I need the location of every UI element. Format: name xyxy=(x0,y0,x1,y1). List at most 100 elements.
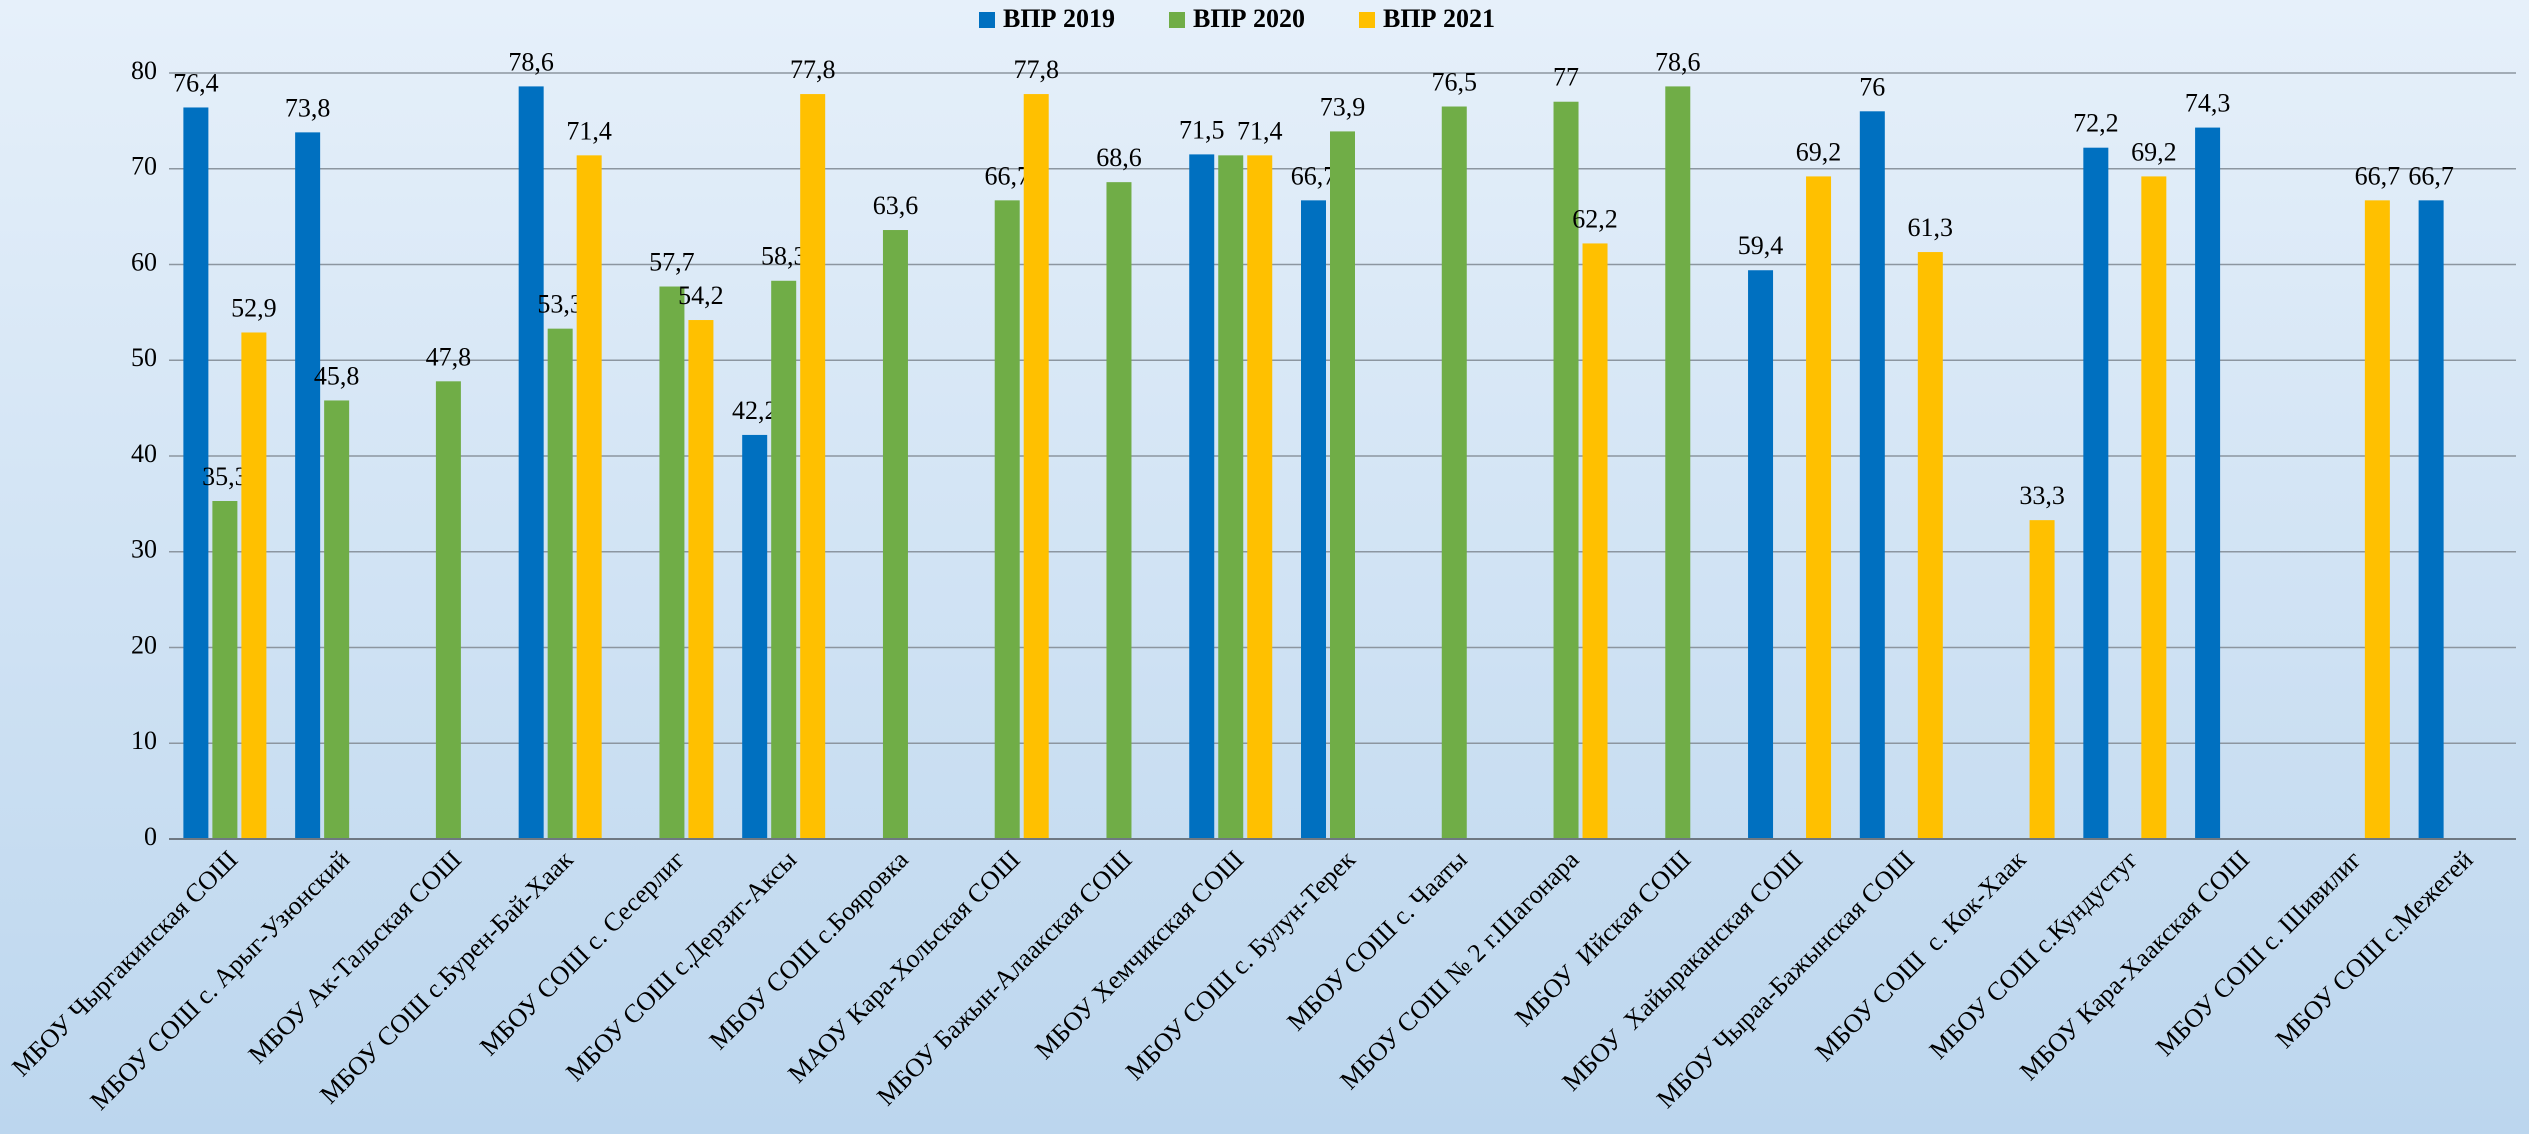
x-tick-label: МБОУ Хайыраканская СОШ xyxy=(1557,845,1808,1096)
data-label: 69,2 xyxy=(2131,137,2177,166)
x-tick-label: МБОУ СОШ с. Шивилиг xyxy=(2150,845,2367,1062)
bar xyxy=(1247,155,1273,840)
data-label: 58,3 xyxy=(761,242,807,271)
data-label: 68,6 xyxy=(1096,143,1142,172)
data-label: 71,4 xyxy=(1237,116,1283,145)
data-label: 42,2 xyxy=(732,396,778,425)
x-tick-label: МБОУ Хемчикская СОШ xyxy=(1029,845,1249,1065)
bar xyxy=(183,107,209,840)
x-tick-label: МБОУ Чыргакинская СОШ xyxy=(6,845,243,1082)
data-label: 33,3 xyxy=(2019,481,2065,510)
bar xyxy=(212,501,238,839)
legend-swatch xyxy=(1169,12,1185,28)
x-tick-label: МБОУ СОШ с.Межегей xyxy=(2270,845,2479,1054)
data-label: 76,4 xyxy=(173,68,219,97)
x-tick-label: МБОУ СОШ с.Дерзиг-Аксы xyxy=(560,845,802,1087)
data-label: 54,2 xyxy=(678,281,724,310)
bar xyxy=(1553,101,1579,840)
data-label: 72,2 xyxy=(2073,109,2119,138)
bar xyxy=(241,332,267,839)
bar xyxy=(1301,200,1326,839)
bar xyxy=(1106,182,1132,839)
bar xyxy=(1806,176,1832,839)
bar xyxy=(2418,200,2444,839)
legend-swatch xyxy=(1359,12,1375,28)
y-tick-label: 60 xyxy=(131,247,157,276)
y-tick-label: 0 xyxy=(144,822,157,851)
bar xyxy=(324,400,350,839)
data-label: 74,3 xyxy=(2185,89,2231,118)
data-label: 66,7 xyxy=(1291,161,1337,190)
data-label: 66,7 xyxy=(984,161,1030,190)
data-label: 35,3 xyxy=(202,462,248,491)
y-tick-label: 20 xyxy=(131,630,157,659)
x-tick-label: МАОУ Кара-Хольская СОШ xyxy=(782,845,1025,1088)
data-label: 73,8 xyxy=(285,93,331,122)
bar xyxy=(800,94,826,839)
x-tick-label: МБОУ СОШ с.Бояровка xyxy=(704,845,915,1056)
y-tick-label: 50 xyxy=(131,343,157,372)
data-label: 52,9 xyxy=(231,293,277,322)
bar xyxy=(1582,243,1608,839)
data-label: 62,2 xyxy=(1572,204,1618,233)
data-label: 69,2 xyxy=(1796,137,1842,166)
legend-label: ВПР 2020 xyxy=(1193,4,1305,33)
data-label: 73,9 xyxy=(1320,92,1366,121)
bar xyxy=(882,230,908,839)
data-label: 66,7 xyxy=(2408,161,2454,190)
data-label: 71,4 xyxy=(566,116,612,145)
data-label: 77,8 xyxy=(790,55,836,84)
data-label: 45,8 xyxy=(314,361,360,390)
bar xyxy=(1859,111,1885,840)
data-label: 59,4 xyxy=(1738,231,1784,260)
bar xyxy=(688,320,714,839)
data-label: 78,6 xyxy=(1655,47,1701,76)
legend-swatch xyxy=(979,12,995,28)
data-label: 63,6 xyxy=(873,191,919,220)
data-label: 47,8 xyxy=(426,342,472,371)
y-tick-label: 40 xyxy=(131,439,157,468)
bar xyxy=(1218,155,1244,840)
bar xyxy=(1917,252,1943,840)
bar xyxy=(547,328,573,839)
bar xyxy=(1748,270,1774,839)
x-tick-label: МБОУ СОШ с.Кундустуг xyxy=(1924,845,2144,1065)
bar xyxy=(1441,106,1467,839)
bar xyxy=(2364,200,2390,839)
bar xyxy=(518,86,544,839)
x-tick-label: МБОУ СОШ с. Чааты xyxy=(1281,845,1472,1036)
data-label: 53,3 xyxy=(537,290,583,319)
bar xyxy=(2195,127,2221,839)
bar xyxy=(994,200,1020,839)
data-label: 61,3 xyxy=(1908,213,1954,242)
legend-label: ВПР 2019 xyxy=(1003,4,1115,33)
bar xyxy=(576,155,602,840)
data-label: 57,7 xyxy=(649,247,695,276)
data-label: 76 xyxy=(1859,72,1885,101)
bar xyxy=(1665,86,1691,839)
data-label: 78,6 xyxy=(508,47,554,76)
data-label: 77 xyxy=(1553,63,1579,92)
x-tick-label: МБОУ Кара-Хаакская СОШ xyxy=(2014,845,2255,1086)
data-label: 76,5 xyxy=(1432,67,1478,96)
data-label: 66,7 xyxy=(2355,161,2401,190)
y-tick-label: 80 xyxy=(131,56,157,85)
bar xyxy=(435,381,461,839)
x-tick-label: МБОУ СОШ с. Булун-Терек xyxy=(1120,845,1361,1086)
data-label: 71,5 xyxy=(1179,115,1225,144)
x-tick-label: МБОУ СОШ с. Сесерлиг xyxy=(474,845,690,1061)
bar xyxy=(1023,94,1049,839)
y-tick-label: 30 xyxy=(131,535,157,564)
bar xyxy=(659,286,685,840)
bar xyxy=(742,434,768,839)
bar xyxy=(2141,176,2167,839)
bar xyxy=(1189,154,1215,839)
bar xyxy=(2029,520,2055,839)
bar xyxy=(771,280,797,840)
x-tick-label: МБОУ СОШ № 2 г.Шагонара xyxy=(1334,845,1584,1095)
legend-label: ВПР 2021 xyxy=(1383,4,1495,33)
data-label: 77,8 xyxy=(1013,55,1059,84)
bar xyxy=(1330,131,1355,840)
x-tick-label: МБОУ Ак-Тальская СОШ xyxy=(243,845,467,1069)
